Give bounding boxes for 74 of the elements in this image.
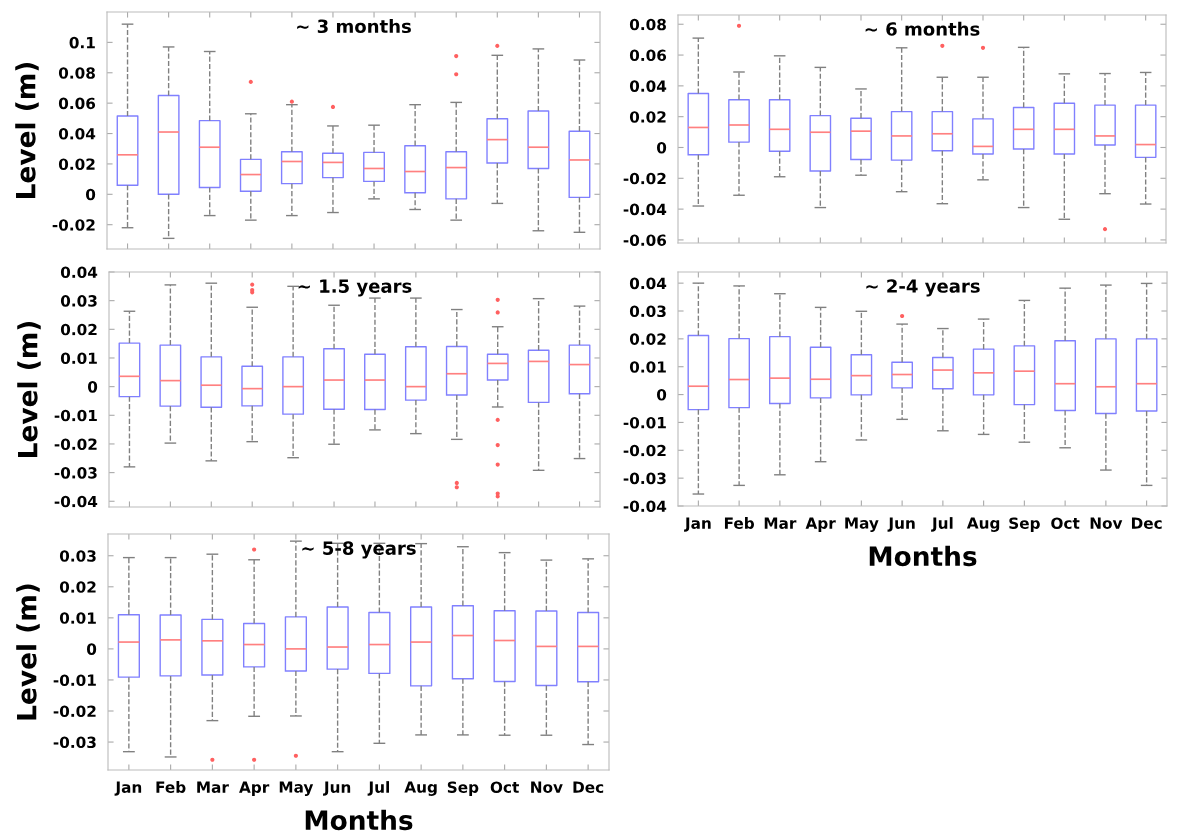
y-tick-label: 0.04 bbox=[60, 266, 98, 279]
chart-title: ~ 1.5 years bbox=[298, 279, 412, 297]
x-tick-label: Jan bbox=[114, 781, 142, 796]
y-tick-label: 0 bbox=[87, 381, 98, 393]
y-tick-label: -0.06 bbox=[623, 234, 667, 246]
y-tick-label: -0.04 bbox=[623, 203, 667, 216]
y-tick-label: 0.02 bbox=[59, 581, 96, 593]
y-tick-label: 0 bbox=[656, 141, 667, 154]
y-tick-label: 0.06 bbox=[58, 97, 96, 110]
y-tick-label: 0.08 bbox=[58, 67, 95, 79]
x-axis-title: Months bbox=[869, 545, 977, 567]
y-tick-label: -0.01 bbox=[53, 674, 96, 686]
y-tick-label: -0.02 bbox=[54, 438, 97, 450]
y-tick-label: -0.02 bbox=[52, 219, 95, 231]
y-tick-label: -0.02 bbox=[623, 444, 666, 457]
y-tick-label: -0.01 bbox=[623, 416, 666, 429]
y-tick-label: 0.04 bbox=[58, 128, 96, 140]
x-tick-label: Jan bbox=[684, 517, 711, 532]
y-tick-label: -0.04 bbox=[54, 495, 98, 508]
y-axis-title: Level (m) bbox=[16, 584, 40, 720]
x-tick-label: Oct bbox=[1051, 517, 1080, 529]
y-tick-label: 0.1 bbox=[69, 36, 95, 49]
y-axis-title: Level (m) bbox=[17, 321, 41, 457]
y-tick-label: 0.03 bbox=[59, 550, 96, 562]
x-tick-label: Sep bbox=[447, 781, 479, 796]
y-tick-label: 0.01 bbox=[59, 612, 96, 624]
x-tick-label: Jun bbox=[323, 781, 351, 796]
x-tick-label: Jul bbox=[931, 517, 953, 532]
y-tick-label: 0 bbox=[86, 643, 97, 655]
x-tick-label: Oct bbox=[490, 781, 519, 793]
x-tick-label: Aug bbox=[966, 517, 1000, 532]
x-tick-label: May bbox=[279, 781, 314, 796]
y-tick-label: -0.01 bbox=[54, 409, 97, 422]
x-tick-label: Nov bbox=[1090, 517, 1123, 529]
x-tick-label: Apr bbox=[805, 517, 836, 532]
x-tick-label: Mar bbox=[197, 781, 229, 793]
y-tick-label: 0 bbox=[85, 188, 96, 201]
y-axis-title: Level (m) bbox=[15, 62, 39, 198]
y-tick-label: 0.04 bbox=[629, 80, 667, 92]
x-tick-label: Jul bbox=[367, 781, 389, 796]
y-tick-label: 0.02 bbox=[629, 333, 666, 345]
y-tick-label: -0.04 bbox=[623, 500, 667, 513]
x-tick-label: Mar bbox=[764, 517, 797, 529]
y-tick-label: 0.03 bbox=[629, 305, 666, 318]
y-tick-label: 0.01 bbox=[60, 352, 97, 364]
x-axis-title: Months bbox=[305, 809, 413, 831]
y-tick-label: -0.03 bbox=[53, 736, 96, 749]
y-tick-label: 0.01 bbox=[629, 361, 666, 373]
x-tick-label: Dec bbox=[1131, 517, 1162, 529]
y-tick-label: 0.02 bbox=[629, 111, 666, 123]
x-tick-label: Dec bbox=[573, 781, 604, 793]
x-tick-label: Feb bbox=[724, 517, 754, 529]
x-tick-label: Aug bbox=[404, 781, 437, 796]
y-tick-label: 0 bbox=[656, 389, 667, 401]
x-tick-label: May bbox=[845, 517, 879, 532]
x-tick-label: Feb bbox=[156, 781, 186, 793]
y-tick-label: -0.03 bbox=[54, 467, 97, 479]
x-tick-label: Nov bbox=[531, 781, 563, 793]
chart-title: ~ 2-4 years bbox=[866, 279, 980, 297]
y-tick-label: 0.02 bbox=[58, 158, 95, 170]
y-tick-label: 0.03 bbox=[60, 295, 97, 307]
x-tick-label: Jun bbox=[887, 517, 915, 532]
chart-title: ~ 3 months bbox=[297, 19, 411, 34]
x-tick-label: Apr bbox=[239, 781, 270, 796]
x-tick-label: Sep bbox=[1009, 517, 1040, 532]
y-tick-label: -0.03 bbox=[623, 472, 666, 485]
chart-title: ~ 5-8 years bbox=[302, 541, 416, 559]
y-tick-label: 0.02 bbox=[60, 323, 97, 336]
chart-title: ~ 6 months bbox=[865, 21, 980, 36]
y-tick-label: 0.04 bbox=[629, 277, 667, 290]
y-tick-label: 0.06 bbox=[629, 49, 667, 62]
y-tick-label: -0.02 bbox=[53, 705, 96, 718]
y-tick-label: -0.02 bbox=[623, 172, 666, 185]
y-tick-label: 0.08 bbox=[629, 18, 666, 31]
